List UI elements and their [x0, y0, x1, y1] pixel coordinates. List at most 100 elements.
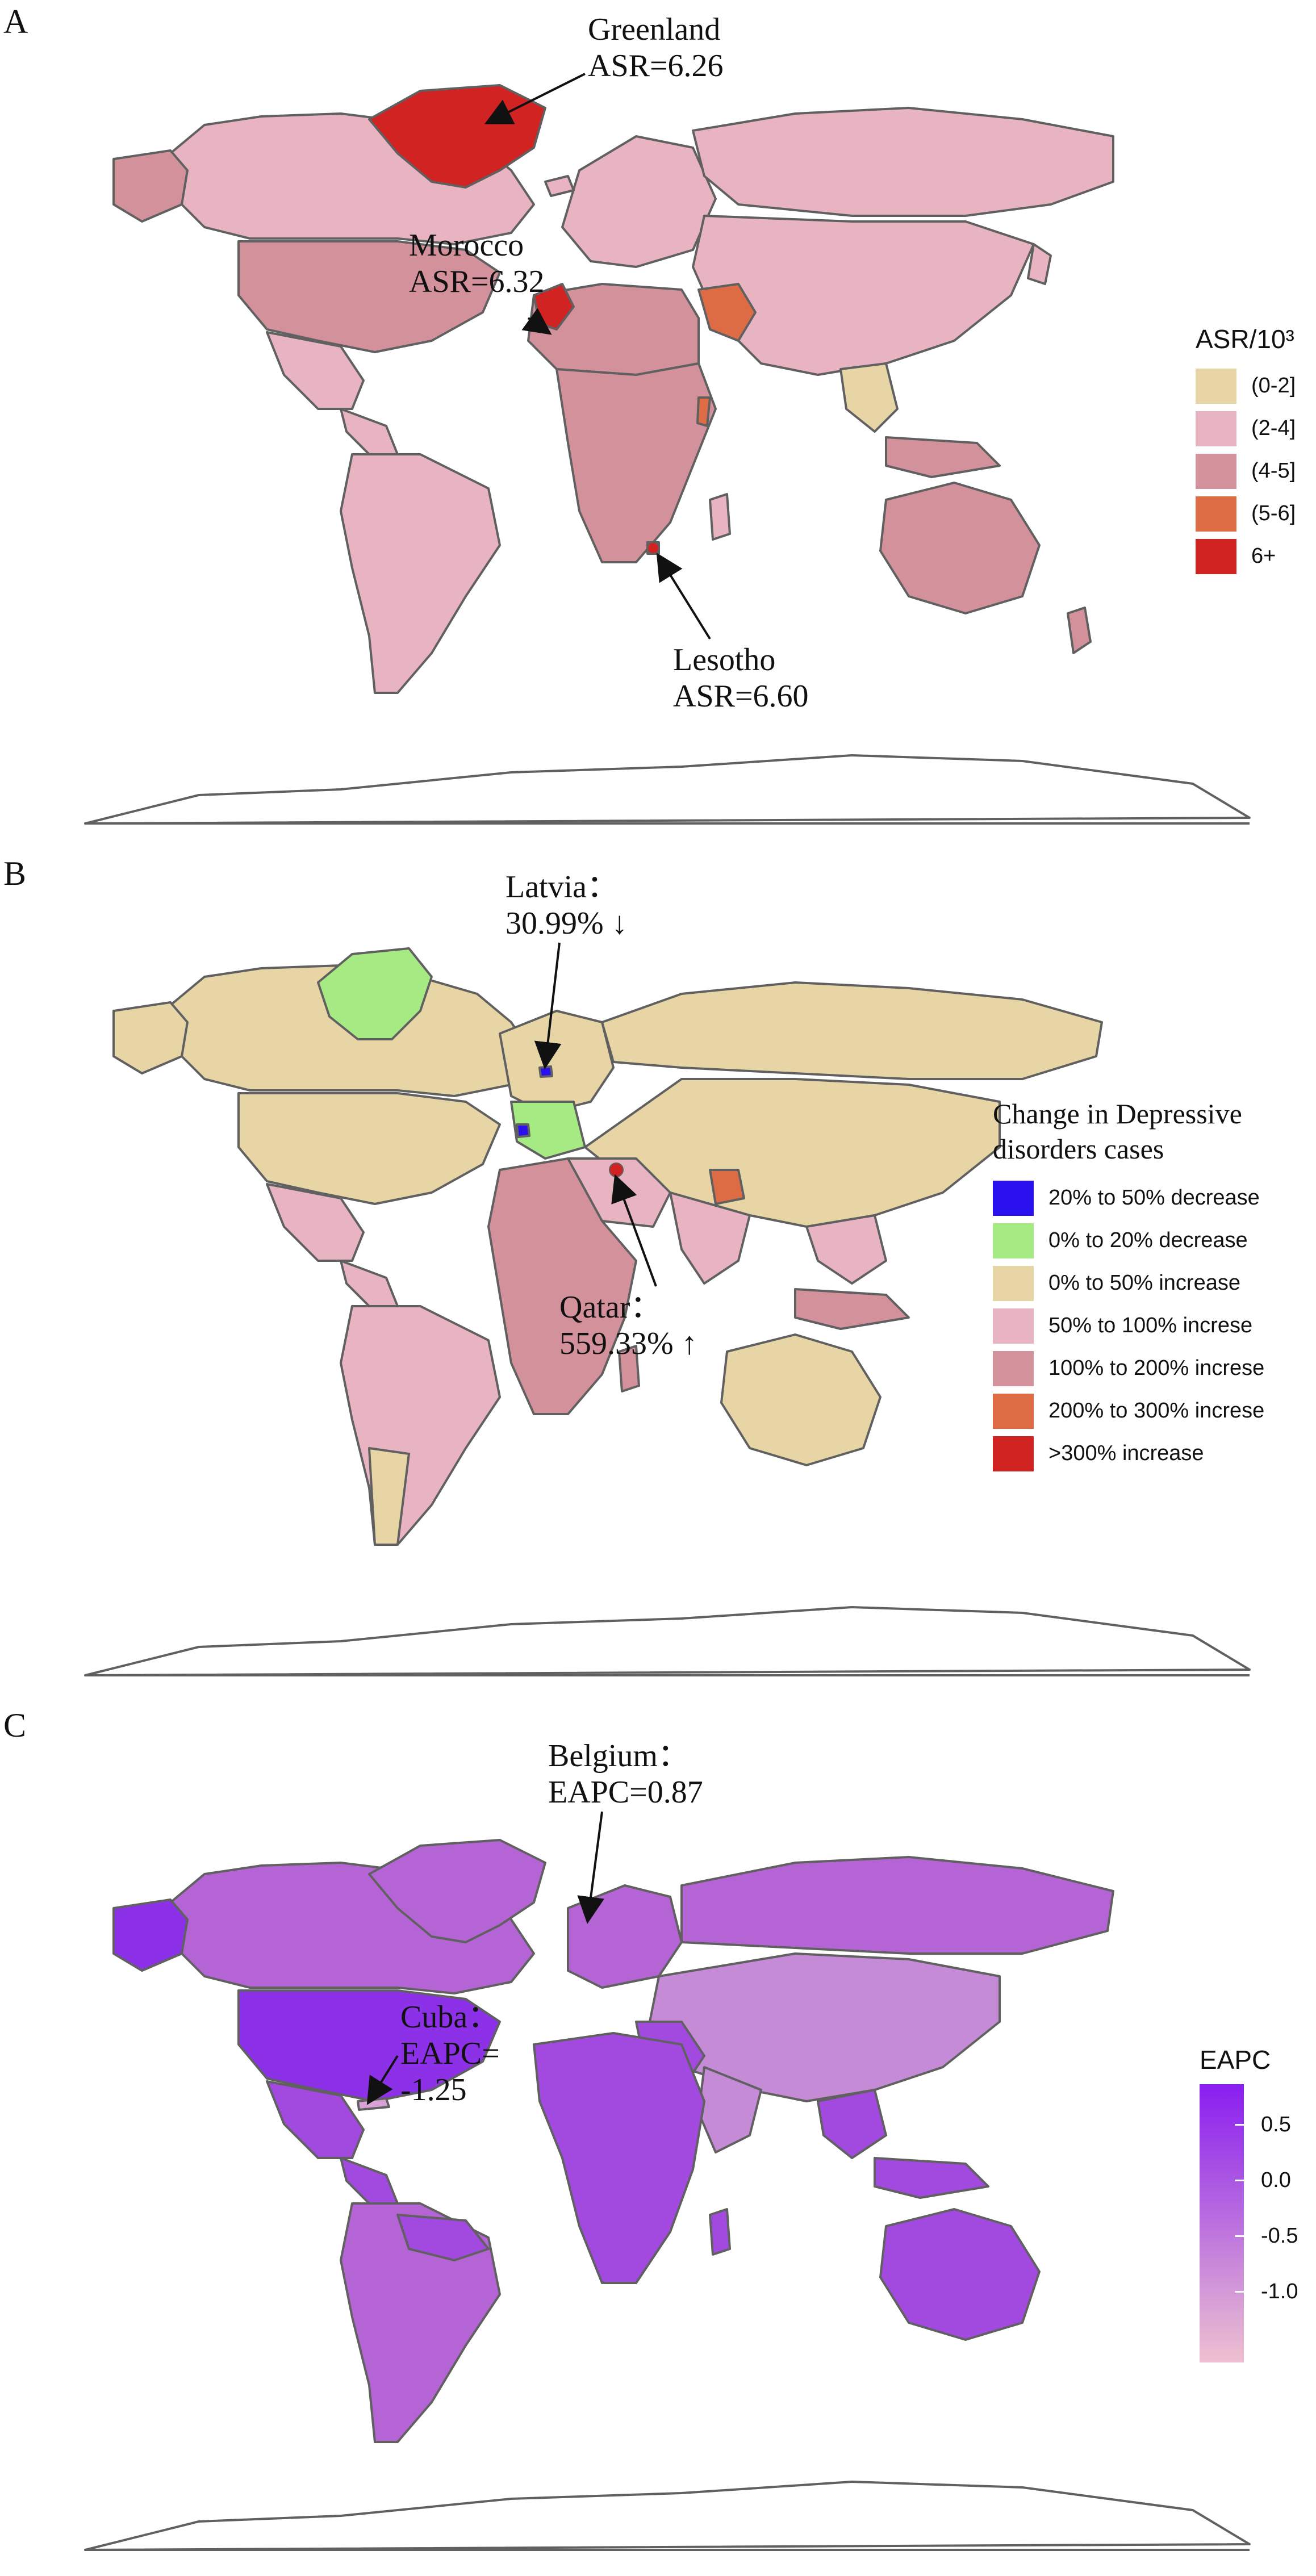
region-south-asia — [669, 1191, 751, 1285]
region-africa — [533, 2032, 705, 2284]
legend-swatch — [993, 1350, 1034, 1386]
annotation-morocco: Morocco ASR=6.32 — [409, 228, 545, 299]
region-usa — [237, 240, 501, 353]
region-sub-saharan-africa — [555, 362, 717, 563]
legend-swatch — [993, 1436, 1034, 1471]
arrow-qatar — [611, 1174, 657, 1287]
region-southern-cone — [368, 1447, 410, 1546]
region-eastern-europe — [510, 1101, 586, 1160]
colorbar-tick-mark — [1235, 2291, 1244, 2293]
legend-label: 0% to 50% increase — [1048, 1271, 1240, 1295]
region-japan — [1027, 243, 1052, 285]
region-latvia — [538, 1065, 553, 1078]
arrow-morocco — [521, 308, 552, 335]
annotation-belgium: Belgium： EAPC=0.87 — [548, 1738, 703, 1810]
arrow-cuba — [366, 2055, 399, 2105]
region-indonesia — [794, 1288, 910, 1330]
annotation-greenland: Greenland ASR=6.26 — [588, 12, 724, 83]
world-map-asr — [84, 73, 1251, 825]
legend-item: (2-4] — [1196, 407, 1296, 450]
region-central-america — [340, 1260, 399, 1313]
legend-item: 0% to 20% decrease — [993, 1219, 1311, 1262]
region-east-africa-spot — [696, 396, 711, 427]
legend-swatch — [993, 1223, 1034, 1258]
region-australia — [879, 2208, 1041, 2341]
annotation-qatar: Qatar： 559.33% ↑ — [559, 1290, 697, 1361]
legend-item: 0% to 50% increase — [993, 1262, 1311, 1304]
panel-a: A — [0, 0, 1316, 852]
colorbar-tick-mark — [1235, 2180, 1244, 2181]
region-alaska — [112, 1898, 189, 1972]
colorbar-gradient — [1200, 2084, 1244, 2362]
region-central-america — [340, 2157, 399, 2210]
legend-label: (0-2] — [1251, 374, 1296, 398]
legend-swatch — [993, 1265, 1034, 1301]
colorbar-tick-label: -0.5 — [1261, 2224, 1298, 2248]
colorbar-tick-label: 0.0 — [1261, 2168, 1291, 2192]
region-europe — [567, 1884, 683, 1989]
legend-swatch — [1196, 368, 1236, 404]
legend-label: 200% to 300% increse — [1048, 1399, 1265, 1423]
region-cuba — [357, 2097, 390, 2111]
annotation-cuba: Cuba： EAPC= -1.25 — [400, 2000, 500, 2107]
legend-item: (0-2] — [1196, 365, 1296, 407]
region-central-america — [340, 408, 399, 461]
colorbar-tick-mark — [1235, 2235, 1244, 2237]
arrow-latvia — [534, 942, 562, 1069]
region-madagascar — [709, 2208, 731, 2256]
annotation-lesotho: Lesotho ASR=6.60 — [673, 642, 809, 714]
region-australia — [720, 1333, 881, 1466]
region-mexico — [266, 1183, 365, 1262]
region-madagascar — [618, 1345, 640, 1392]
region-asia — [646, 1952, 1001, 2102]
region-south-america — [340, 1305, 501, 1546]
legend-eapc: EAPC 0.5 0.0 -0.5 -1.0 — [1200, 2044, 1298, 2362]
region-alaska — [112, 149, 189, 223]
annotation-latvia: Latvia： 30.99% ↓ — [505, 869, 628, 941]
region-africa — [487, 1157, 637, 1415]
legend-item: (4-5] — [1196, 450, 1296, 492]
colorbar-tick-label: 0.5 — [1261, 2113, 1291, 2136]
legend-swatch — [1196, 411, 1236, 446]
eapc-colorbar: 0.5 0.0 -0.5 -1.0 — [1200, 2084, 1316, 2368]
region-new-zealand — [1067, 607, 1092, 654]
legend-swatch — [1196, 496, 1236, 532]
panel-label: B — [3, 855, 27, 892]
region-balkans — [516, 1123, 530, 1138]
legend-swatch — [993, 1180, 1034, 1216]
arrow-belgium — [577, 1811, 605, 1924]
legend-label: 50% to 100% increse — [1048, 1314, 1253, 1337]
region-brazil-north — [396, 2214, 490, 2261]
legend-item: 100% to 200% increse — [993, 1347, 1311, 1390]
legend-swatch — [993, 1393, 1034, 1429]
region-southeast-asia — [839, 362, 899, 433]
region-alaska — [112, 1001, 189, 1074]
legend-label: 20% to 50% decrease — [1048, 1186, 1260, 1210]
region-indonesia — [874, 2157, 989, 2199]
region-south-america — [340, 453, 501, 694]
region-southeast-asia — [805, 1214, 887, 1285]
region-south-america — [340, 2202, 501, 2443]
region-madagascar — [709, 493, 731, 541]
world-map-eapc — [84, 1811, 1251, 2551]
legend-label: >300% increase — [1048, 1441, 1204, 1465]
region-antarctica — [84, 1606, 1251, 1676]
arrow-greenland — [484, 73, 586, 124]
legend-item: 50% to 100% increse — [993, 1304, 1311, 1347]
colorbar-tick-mark — [1235, 2124, 1244, 2126]
legend-label: (5-6] — [1251, 501, 1296, 525]
region-antarctica — [84, 2481, 1251, 2551]
legend-item: 200% to 300% increse — [993, 1390, 1311, 1432]
legend-label: 6+ — [1251, 544, 1276, 568]
region-mexico — [266, 331, 365, 410]
region-southeast-asia — [817, 2089, 887, 2159]
region-afghanistan — [709, 1169, 745, 1205]
legend-label: (2-4] — [1251, 416, 1296, 440]
legend-item: 6+ — [1196, 535, 1296, 578]
legend-item: 20% to 50% decrease — [993, 1177, 1311, 1219]
region-indonesia — [885, 436, 1001, 478]
panel-c: C — [0, 1704, 1316, 2576]
arrow-lesotho — [656, 553, 711, 640]
legend-title: Change in Depressive disorders cases — [993, 1098, 1242, 1165]
region-australia — [879, 482, 1041, 614]
